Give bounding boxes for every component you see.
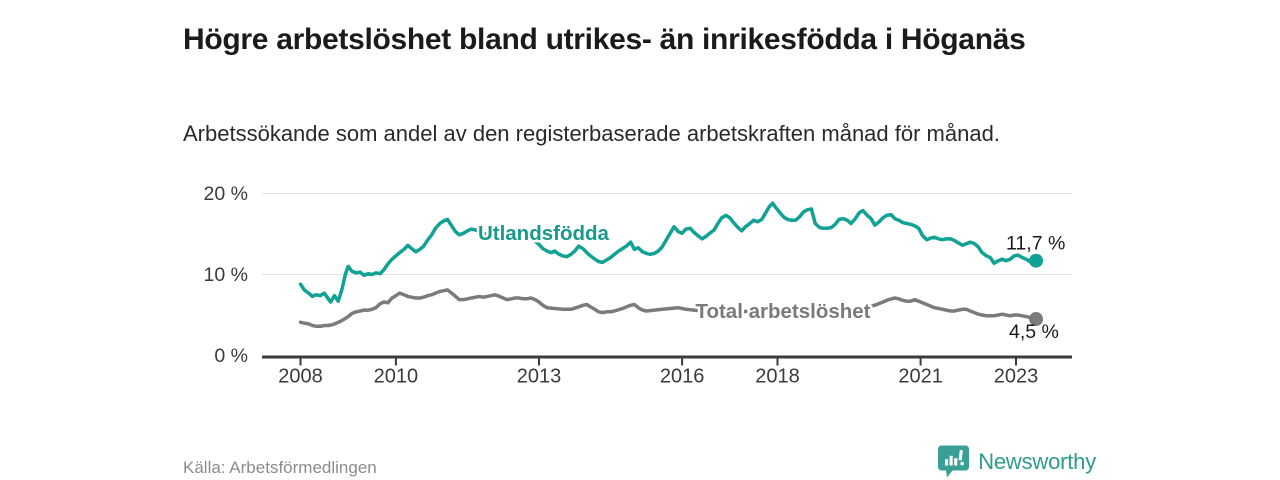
source-note: Källa: Arbetsförmedlingen [183,458,377,477]
x-tick-label: 2008 [278,366,323,388]
series-line-utlandsfodda [298,201,1038,304]
x-tick-label: 2023 [994,366,1039,388]
newsworthy-logo-icon [937,444,970,479]
newsworthy-logo-link[interactable]: Newsworthy [937,444,1096,479]
series-label-utlandsfodda: Utlandsfödda [478,222,610,245]
series-label-total: Total arbetslöshet [695,300,870,323]
x-tick-label: 2021 [898,366,943,388]
y-tick-label: 10 % [204,264,248,286]
chart-subtitle: Arbetssökande som andel av den registerb… [183,121,1000,146]
end-dot-utlandsfodda [1029,253,1044,268]
end-dot-total [1029,312,1044,327]
chart-title: Högre arbetslöshet bland utrikes- än inr… [183,23,1026,57]
unemployment-line-chart: 2008 2010 2013 2016 2018 2021 2023 0 % 10 % 20 % U… [204,183,1072,388]
x-tick-label: 2013 [517,366,562,388]
end-value-label-total: 4,5 % [1009,321,1059,343]
series-line-total [298,288,1038,329]
x-tick-label: 2016 [660,366,705,388]
brand-name: Newsworthy [978,448,1096,474]
y-tick-label: 0 % [214,345,248,367]
x-tick-label: 2018 [755,366,800,388]
y-tick-label: 20 % [204,185,248,205]
end-value-label-utlandsfodda: 11,7 % [1006,233,1065,255]
x-tick-label: 2010 [374,366,419,388]
chart-area: 2008 2010 2013 2016 2018 2021 2023 0 % 10 % 20 % U… [183,183,1133,400]
